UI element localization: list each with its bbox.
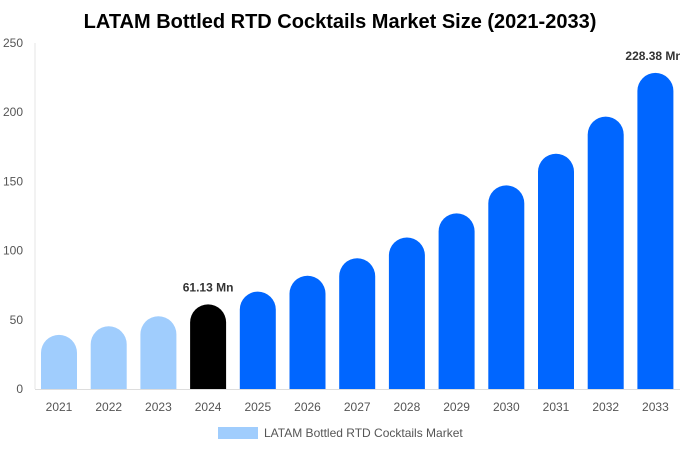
bar-2026 <box>289 275 326 389</box>
bar-2023 <box>140 316 177 389</box>
x-tick-label: 2027 <box>344 400 371 414</box>
x-tick-label: 2033 <box>642 400 669 414</box>
bar-2029 <box>438 213 475 389</box>
bar-2027 <box>339 258 376 389</box>
bar-2021 <box>41 334 77 389</box>
x-tick-label: 2024 <box>195 400 222 414</box>
legend-label: LATAM Bottled RTD Cocktails Market <box>264 426 463 440</box>
bar-2032 <box>587 116 624 390</box>
bar-2033 <box>637 72 674 389</box>
data-label: 228.38 Mn <box>625 49 680 63</box>
chart-title: LATAM Bottled RTD Cocktails Market Size … <box>84 11 597 33</box>
x-tick-label: 2023 <box>145 400 172 414</box>
y-tick-label: 250 <box>3 36 23 50</box>
bar-2025 <box>239 291 276 389</box>
x-tick-label: 2029 <box>443 400 470 414</box>
y-tick-label: 0 <box>16 382 23 396</box>
y-tick-label: 100 <box>3 244 23 258</box>
x-tick-label: 2025 <box>244 400 271 414</box>
y-tick-label: 150 <box>3 174 23 188</box>
x-tick-label: 2022 <box>95 400 122 414</box>
bar-2030 <box>488 185 525 389</box>
bar-2024 <box>190 304 227 389</box>
legend-swatch <box>218 427 258 439</box>
y-tick-label: 200 <box>3 105 23 119</box>
x-tick-label: 2032 <box>592 400 619 414</box>
x-tick-label: 2030 <box>493 400 520 414</box>
x-tick-label: 2021 <box>46 400 73 414</box>
bar-2028 <box>388 237 425 389</box>
x-tick-label: 2026 <box>294 400 321 414</box>
bar-2022 <box>90 326 127 389</box>
x-tick-label: 2028 <box>394 400 421 414</box>
x-tick-label: 2031 <box>543 400 570 414</box>
y-tick-label: 50 <box>10 313 24 327</box>
bar-2031 <box>538 153 574 389</box>
data-label: 61.13 Mn <box>183 280 234 294</box>
